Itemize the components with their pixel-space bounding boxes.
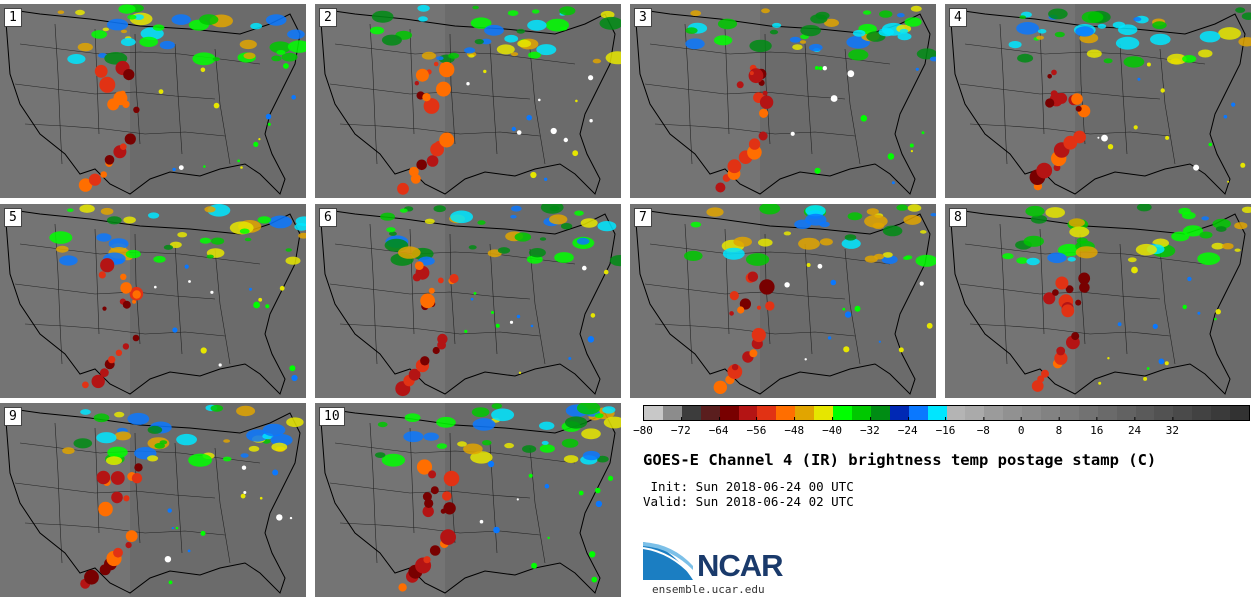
colorbar-tick-label: −80 [633, 417, 653, 437]
colorbar-swatch [851, 406, 871, 420]
panel-number-label: 3 [634, 8, 652, 27]
panel-number-label: 7 [634, 208, 652, 227]
postage-stamp-panel: 7 [630, 204, 936, 398]
colorbar-swatch [1003, 406, 1023, 420]
colorbar-swatch [757, 406, 777, 420]
colorbar-swatch [1135, 406, 1155, 420]
colorbar-tick-label: 0 [1018, 417, 1024, 437]
postage-stamp-panel: 3 [630, 4, 936, 198]
valid-time: Valid: Sun 2018-06-24 02 UTC [643, 494, 854, 509]
colorbar-ticks: −80 −72 −64 −56 −48 −40 −32 −24 −16 −8 0 8 16 24 32 [633, 417, 1248, 439]
postage-stamp-panel: 1 [0, 4, 306, 198]
colorbar-swatch [1116, 406, 1136, 420]
postage-stamp-panel: 9 [0, 403, 306, 597]
colorbar-swatch [795, 406, 815, 420]
panel-number-label: 4 [949, 8, 967, 27]
colorbar-swatch [1041, 406, 1060, 420]
colorbar-tick-label: −56 [747, 417, 766, 437]
colorbar-swatch [927, 406, 947, 420]
panel-number-label: 2 [319, 8, 337, 27]
colorbar-swatch [1022, 406, 1042, 420]
colorbar-tick-label: −8 [977, 417, 990, 437]
colorbar-tick-label: 8 [1056, 417, 1062, 437]
colorbar-swatch [1192, 406, 1212, 420]
colorbar-swatch [1154, 406, 1174, 420]
panel-number-label: 9 [4, 407, 22, 426]
colorbar-swatch [681, 406, 701, 420]
colorbar-swatch [719, 406, 739, 420]
postage-stamp-panel: 5 [0, 204, 306, 398]
colorbar-swatch [889, 406, 909, 420]
colorbar-tick-label: −32 [860, 417, 880, 437]
colorbar-swatch [1059, 406, 1079, 420]
panel-number-label: 6 [319, 208, 337, 227]
panel-number-label: 5 [4, 208, 22, 227]
colorbar-tick-label: −16 [936, 417, 955, 437]
figure-title: GOES-E Channel 4 (IR) brightness temp po… [643, 451, 1157, 469]
colorbar-tick-label: −64 [709, 417, 729, 437]
colorbar-swatch [965, 406, 985, 420]
ncar-logo-icon [643, 542, 694, 580]
postage-stamp-panel: 8 [945, 204, 1251, 398]
ncar-logo-text: NCAR [697, 548, 784, 583]
panel-number-label: 1 [4, 8, 22, 27]
colorbar-swatch [870, 406, 890, 420]
colorbar-swatch [1211, 406, 1231, 420]
colorbar [643, 405, 1250, 421]
postage-stamp-panel: 10 [315, 403, 621, 597]
colorbar-swatch [738, 406, 758, 420]
colorbar-tick-label: −40 [822, 417, 842, 437]
colorbar-swatch [833, 406, 852, 420]
colorbar-swatch [814, 406, 834, 420]
postage-stamp-panel: 6 [315, 204, 621, 398]
colorbar-swatch [946, 406, 966, 420]
init-time: Init: Sun 2018-06-24 00 UTC [643, 479, 854, 494]
colorbar-swatch [644, 406, 663, 420]
colorbar-tick-label: 24 [1128, 417, 1141, 437]
panel-number-label: 10 [319, 407, 345, 426]
colorbar-tick-label: 32 [1166, 417, 1179, 437]
site-url[interactable]: ensemble.ucar.edu [652, 583, 765, 596]
colorbar-swatch [984, 406, 1004, 420]
colorbar-swatch [662, 406, 682, 420]
colorbar-swatch [1097, 406, 1117, 420]
colorbar-swatch [700, 406, 720, 420]
postage-stamp-panel: 4 [945, 4, 1251, 198]
colorbar-tick-label: −72 [671, 417, 691, 437]
colorbar-tick-label: 16 [1090, 417, 1103, 437]
colorbar-swatch [1230, 406, 1249, 420]
colorbar-swatch [908, 406, 928, 420]
colorbar-tick-label: −48 [784, 417, 804, 437]
panel-number-label: 8 [949, 208, 967, 227]
colorbar-swatch [1173, 406, 1193, 420]
postage-stamp-panel: 2 [315, 4, 621, 198]
colorbar-swatch [776, 406, 796, 420]
colorbar-swatch [1078, 406, 1098, 420]
colorbar-tick-label: −24 [898, 417, 918, 437]
